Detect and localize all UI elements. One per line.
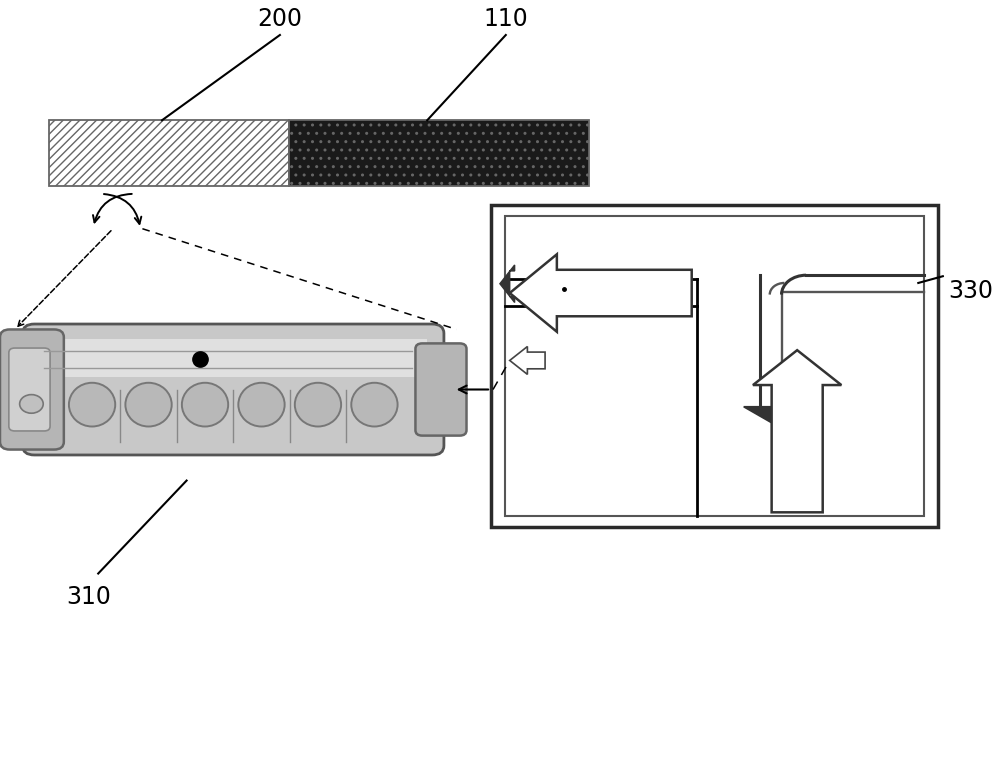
Ellipse shape [69, 383, 115, 426]
FancyBboxPatch shape [415, 343, 467, 436]
Bar [39, 339, 427, 377]
Circle shape [20, 394, 43, 413]
FancyArrow shape [744, 407, 798, 422]
Bar [491, 205, 938, 527]
Bar [505, 216, 924, 516]
Text: 110: 110 [483, 7, 528, 31]
Bar [49, 120, 289, 186]
Bar [289, 120, 589, 186]
Ellipse shape [182, 383, 228, 426]
Text: 330: 330 [948, 279, 993, 303]
FancyArrow shape [500, 265, 515, 302]
FancyBboxPatch shape [0, 329, 64, 450]
Ellipse shape [295, 383, 341, 426]
Polygon shape [510, 346, 545, 374]
Polygon shape [510, 254, 692, 332]
Ellipse shape [351, 383, 398, 426]
FancyBboxPatch shape [9, 348, 50, 431]
Ellipse shape [238, 383, 285, 426]
Ellipse shape [125, 383, 172, 426]
Text: 200: 200 [257, 7, 302, 31]
Text: 310: 310 [66, 585, 111, 609]
FancyBboxPatch shape [23, 324, 444, 455]
Polygon shape [753, 350, 841, 512]
